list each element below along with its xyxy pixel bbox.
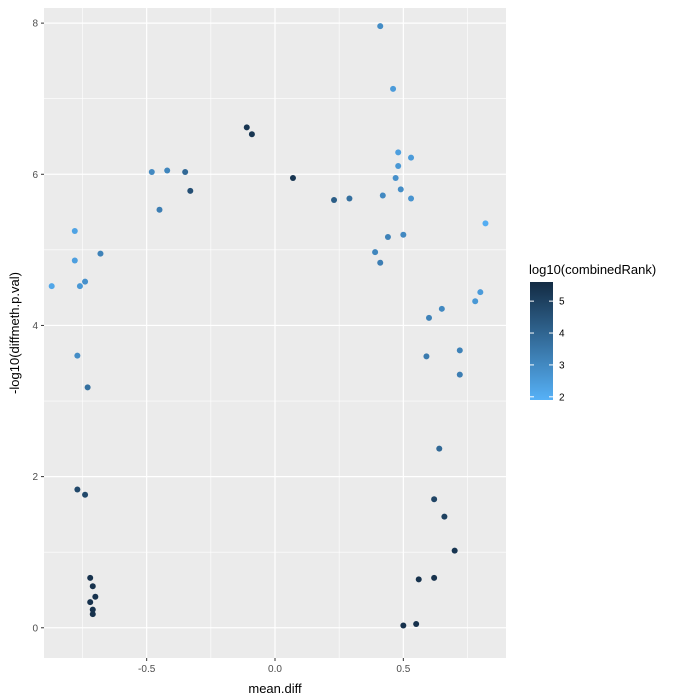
data-point (148, 169, 155, 176)
data-point (89, 606, 96, 613)
data-point (408, 195, 415, 202)
data-point (438, 305, 445, 312)
data-point (395, 162, 402, 169)
data-point (243, 124, 250, 131)
legend-ticks: 2 3 4 5 (530, 297, 565, 403)
x-tick-label: 0.5 (396, 664, 410, 675)
x-tick-label: -0.5 (138, 664, 156, 675)
y-tick-label: 2 (32, 472, 38, 483)
data-point (89, 611, 96, 618)
data-point (82, 278, 89, 285)
data-point (71, 227, 78, 234)
data-point (426, 314, 432, 321)
y-tick-label: 0 (32, 623, 38, 634)
data-point (372, 249, 379, 256)
data-point (377, 259, 384, 266)
data-point (331, 196, 338, 203)
data-point (456, 347, 463, 354)
data-point (71, 257, 78, 264)
y-tick-label: 6 (32, 170, 38, 181)
data-point (346, 195, 353, 202)
legend-tick-label: 5 (559, 297, 565, 308)
x-axis-ticks: -0.5 0.0 0.5 (138, 658, 411, 675)
data-point (397, 186, 404, 193)
data-point (248, 131, 255, 138)
y-tick-label: 4 (32, 321, 38, 332)
data-point (84, 384, 91, 391)
data-point (436, 445, 443, 452)
y-tick-label: 8 (32, 19, 38, 30)
data-point (400, 231, 407, 238)
data-point (472, 298, 479, 305)
data-point (431, 574, 438, 581)
data-point (400, 622, 407, 629)
data-point (48, 283, 55, 290)
legend-colorbar (530, 282, 553, 400)
data-point (415, 576, 422, 583)
data-point (87, 574, 94, 581)
y-axis-ticks: 0 2 4 6 8 (32, 19, 44, 634)
data-point (74, 352, 81, 359)
data-point (87, 599, 94, 606)
data-point (441, 513, 448, 520)
data-point (392, 175, 399, 182)
data-point (182, 169, 189, 176)
data-point (82, 491, 89, 498)
data-point (431, 496, 438, 503)
x-tick-label: 0.0 (268, 664, 282, 675)
data-point (289, 175, 296, 182)
major-gridlines (44, 8, 506, 658)
data-point (187, 187, 194, 194)
data-points (48, 23, 489, 629)
y-axis-title: -log10(diffmeth.p.val) (7, 272, 22, 394)
legend-tick-label: 3 (559, 360, 565, 371)
data-point (477, 289, 484, 296)
data-point (390, 85, 397, 92)
data-point (97, 250, 104, 257)
data-point (423, 353, 430, 360)
data-point (451, 547, 458, 554)
x-axis-title: mean.diff (248, 681, 302, 696)
data-point (92, 593, 99, 600)
data-point (89, 583, 96, 590)
legend-tick-label: 2 (559, 392, 565, 403)
data-point (456, 371, 463, 378)
data-point (379, 192, 386, 199)
legend-title: log10(combinedRank) (529, 262, 656, 277)
data-point (377, 23, 384, 30)
legend-tick-label: 4 (559, 329, 565, 340)
data-point (413, 620, 420, 627)
color-legend: log10(combinedRank) 2 3 4 5 (529, 262, 656, 403)
data-point (482, 220, 489, 227)
data-point (164, 167, 171, 174)
data-point (74, 486, 81, 493)
data-point (76, 283, 83, 290)
data-point (384, 234, 391, 241)
data-point (395, 149, 402, 156)
data-point (408, 154, 415, 161)
data-point (156, 206, 163, 213)
